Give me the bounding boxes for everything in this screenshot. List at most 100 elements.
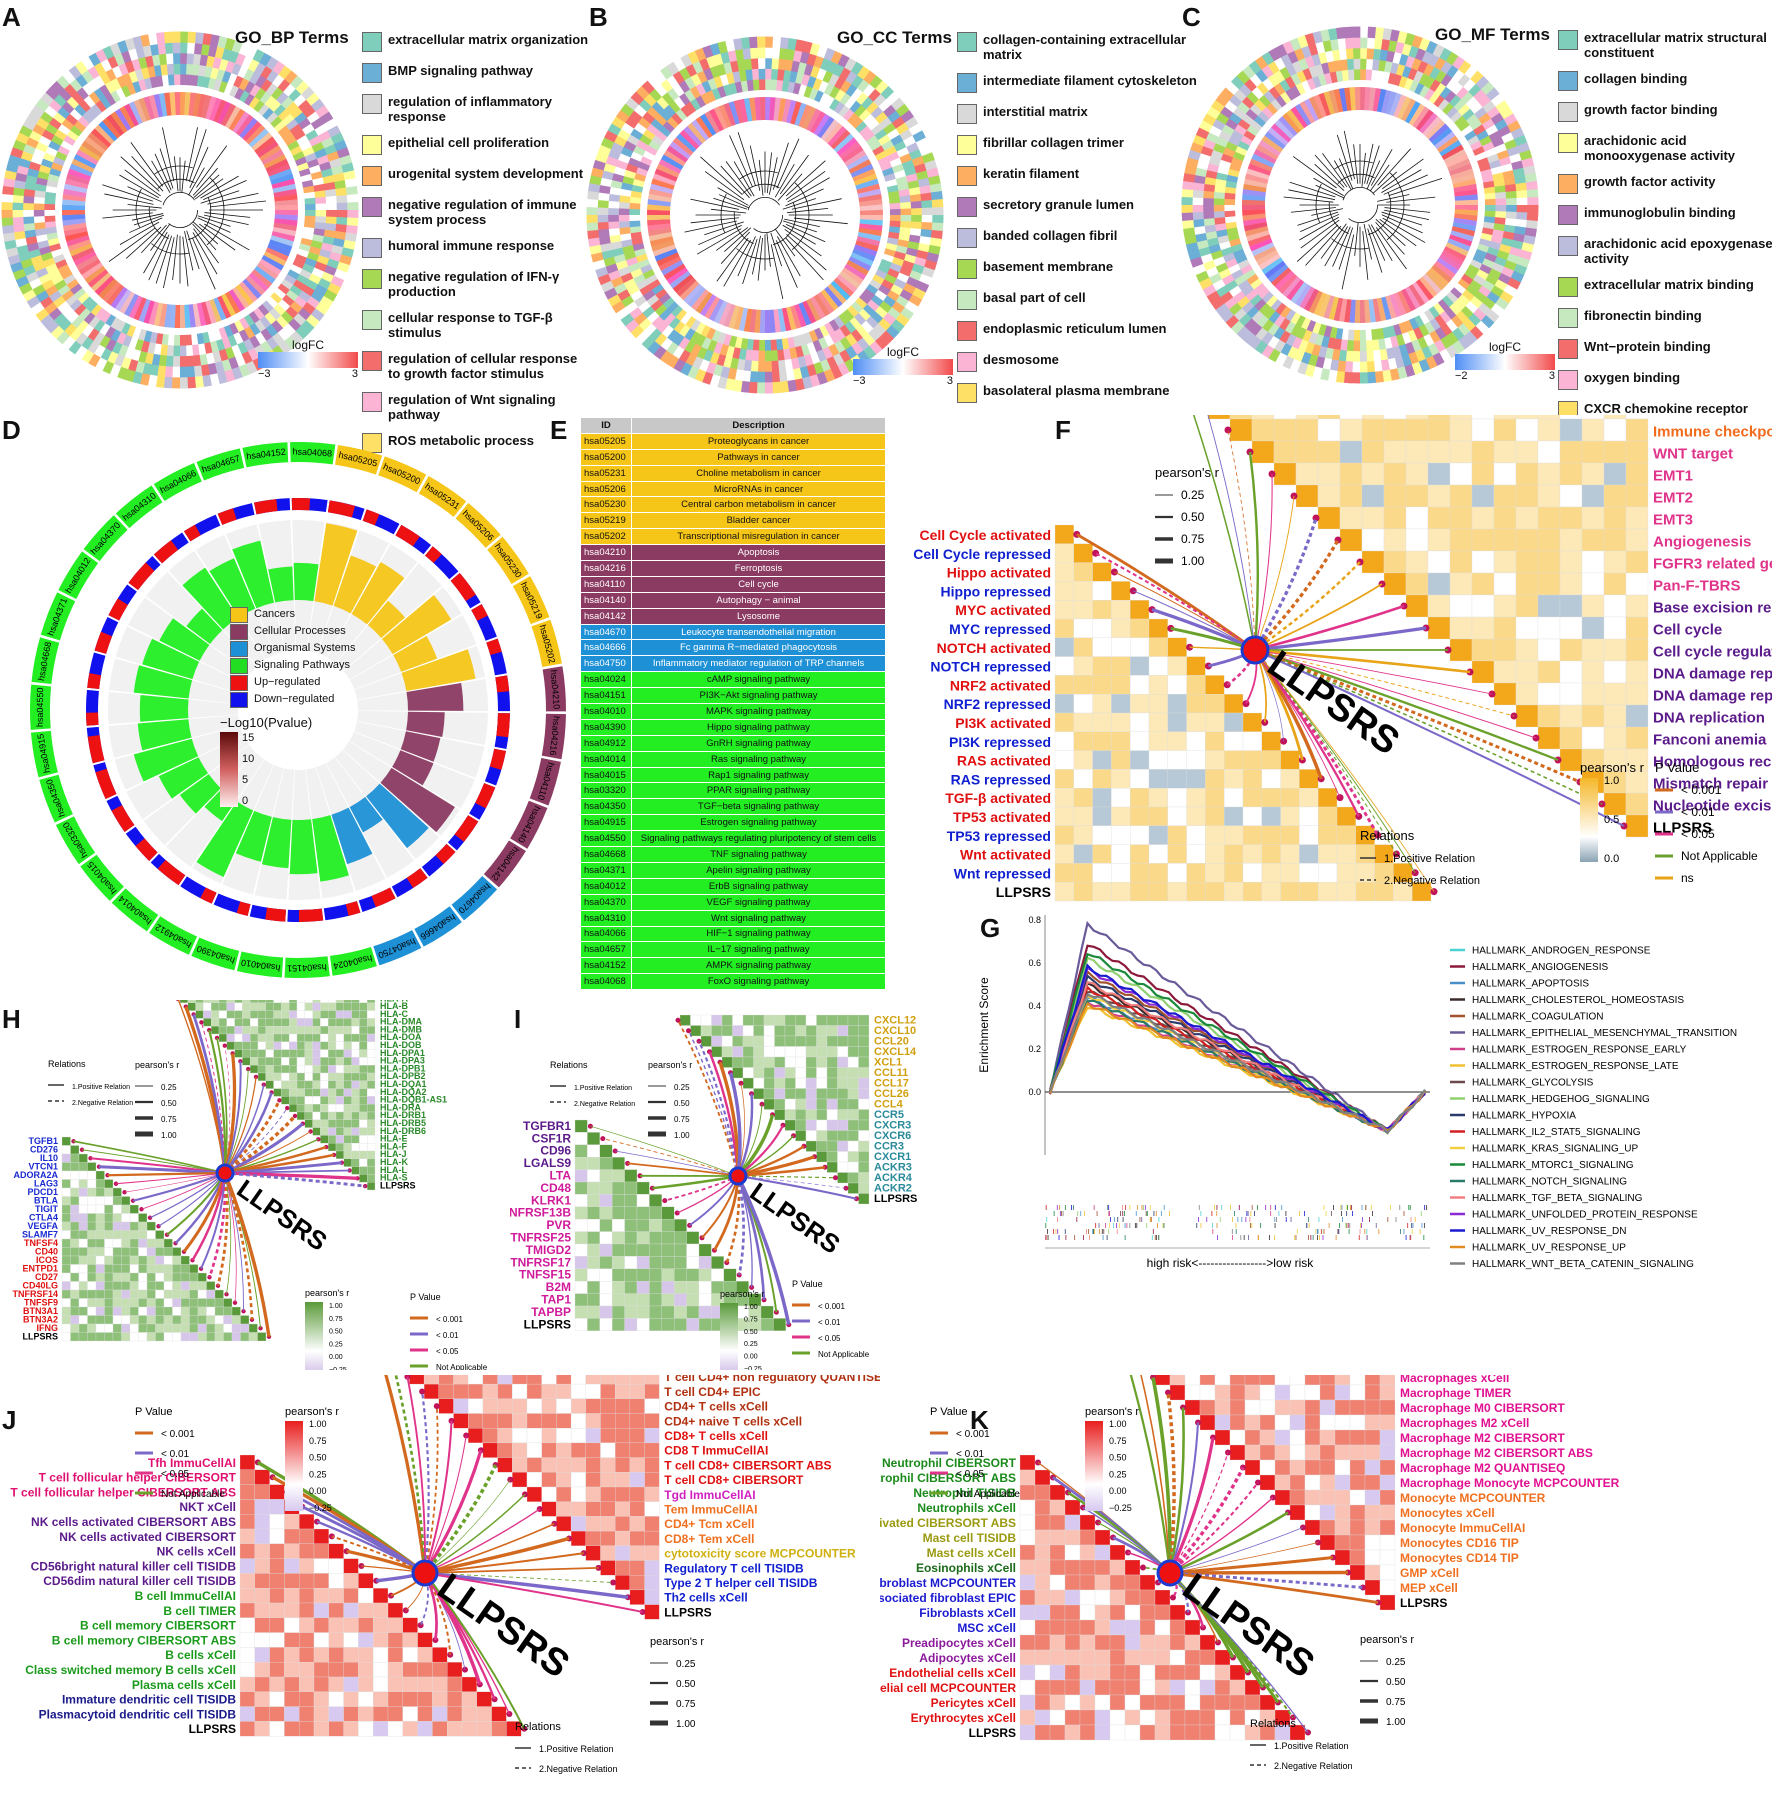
corr-cell — [112, 1315, 122, 1325]
corr-cell — [1318, 825, 1338, 845]
go-term-cell — [173, 345, 180, 357]
go-term-cell — [315, 216, 327, 224]
pathway-bar — [349, 797, 383, 833]
corr-cell — [95, 1323, 105, 1333]
go-term-cell — [293, 129, 307, 141]
logfc-cell — [836, 274, 858, 293]
go-term-cell — [312, 234, 325, 243]
logfc-scale: logFC −3 3 — [853, 345, 953, 387]
go-term-cell — [185, 74, 193, 86]
go-term-cell — [1218, 240, 1232, 251]
go-term-cell — [1513, 263, 1528, 276]
panel-d: D hsa05205 hsa05200 hsa05231 hsa05206 hsa052… — [0, 415, 590, 1005]
dendrogram-branch — [119, 221, 160, 246]
logfc-cell — [200, 301, 212, 326]
logfc-cell — [855, 240, 879, 252]
row-label: Cell Cycle activated — [919, 527, 1051, 543]
go-term-cell — [588, 182, 601, 193]
go-term-cell — [1318, 51, 1328, 65]
go-term-cell — [705, 89, 717, 103]
go-term-cell — [1462, 318, 1477, 332]
go-term-cell — [1490, 112, 1505, 125]
go-term-cell — [879, 258, 893, 269]
row-label: IFNG — [37, 1323, 59, 1333]
pvalue-key-title: P Value — [410, 1292, 441, 1302]
corr-cell — [1167, 675, 1187, 695]
legend-item: banded collagen fibril — [957, 228, 1197, 248]
legend-item: keratin filament — [957, 166, 1197, 186]
go-term-cell — [1442, 295, 1455, 308]
es-curve — [1049, 999, 1426, 1135]
go-term-cell — [1253, 98, 1267, 112]
corr-cell — [104, 1179, 114, 1189]
go-term-cell — [99, 310, 112, 324]
legend-item: fibronectin binding — [1558, 308, 1772, 328]
corr-cell — [774, 1046, 786, 1058]
logfc-cell — [1376, 88, 1387, 113]
go-term-cell — [1185, 157, 1199, 168]
go-term-cell — [13, 230, 26, 240]
kegg-category-block — [451, 876, 498, 921]
corr-cell — [1361, 440, 1385, 464]
node-dot — [253, 1074, 259, 1080]
go-term-cell — [794, 378, 805, 391]
dendrogram-branch — [1338, 158, 1354, 189]
up-regulated-bar — [291, 498, 311, 511]
go-term-cell — [81, 336, 94, 351]
go-term-cell — [155, 375, 165, 388]
corr-cell — [1493, 528, 1517, 552]
corr-cell — [78, 1204, 88, 1214]
go-term-cell — [890, 319, 905, 333]
go-term-cell — [1202, 197, 1214, 205]
corr-cell — [265, 1072, 274, 1081]
row-label: HLA-B — [380, 1001, 408, 1011]
corr-cell — [70, 1255, 80, 1265]
go-term-cell — [1312, 75, 1322, 88]
go-term-cell — [916, 170, 929, 181]
go-term-cell — [305, 129, 319, 141]
go-term-cell — [702, 45, 714, 59]
corr-cell — [112, 1247, 122, 1257]
corr-cell — [146, 1264, 156, 1274]
logfc-cell — [652, 173, 677, 186]
pathway-id: hsa04210 — [549, 669, 562, 709]
go-term-cell — [1219, 106, 1234, 119]
dendrogram-branch — [716, 227, 749, 251]
go-term-cell — [1472, 145, 1486, 157]
pvalue-scale: −Log10(Pvalue) 15 10 5 0 — [220, 715, 313, 807]
corr-cell — [312, 1096, 321, 1105]
corr-cell — [711, 1014, 723, 1026]
dendrogram-branch — [793, 217, 848, 225]
go-term-cell — [633, 122, 647, 135]
go-term-cell — [869, 75, 883, 90]
legend-item: urogenital system development — [362, 166, 592, 186]
go-term-cell — [1232, 290, 1246, 304]
corr-cell — [296, 1080, 305, 1089]
corr-cell — [155, 1323, 165, 1333]
go-term-cell — [1453, 98, 1467, 112]
go-term-cell — [5, 162, 19, 173]
go-term-cell — [1206, 106, 1221, 120]
corr-cell — [257, 1018, 266, 1027]
go-term-cell — [764, 350, 772, 362]
corr-cell — [281, 1033, 290, 1042]
go-term-cell — [623, 140, 637, 152]
go-term-cell — [1353, 68, 1361, 81]
go-term-cell — [736, 358, 746, 371]
corr-cell — [1537, 660, 1561, 684]
corr-cell — [367, 1049, 376, 1058]
corr-cell — [1361, 462, 1385, 486]
corr-cell — [1449, 528, 1473, 552]
legend-item: ROS metabolic process — [362, 433, 592, 453]
logfc-cell — [274, 210, 298, 216]
go-term-cell — [881, 253, 895, 264]
go-term-cell — [1222, 147, 1236, 158]
correlation-network-f: Antigen processing machineryCD8 T effect… — [913, 415, 1772, 902]
corr-cell — [218, 1018, 227, 1027]
dendrogram-branch — [197, 217, 231, 233]
go-term-cell — [1514, 175, 1527, 185]
go-term-cell — [1273, 339, 1286, 353]
go-term-cell — [822, 70, 834, 84]
legend-label: growth factor binding — [1584, 102, 1718, 117]
corr-cell — [805, 1025, 817, 1037]
